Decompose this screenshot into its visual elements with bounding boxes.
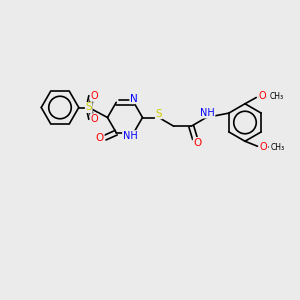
Text: NH: NH (123, 131, 137, 141)
Text: S: S (155, 109, 162, 119)
Text: O: O (96, 133, 104, 143)
Text: CH₃: CH₃ (269, 92, 284, 101)
Text: O: O (90, 114, 98, 124)
Text: O: O (259, 91, 266, 101)
Text: CH₃: CH₃ (271, 143, 285, 152)
Text: O: O (194, 137, 202, 148)
Text: O: O (260, 142, 268, 152)
Text: N: N (130, 94, 138, 103)
Text: O: O (90, 91, 98, 101)
Text: NH: NH (200, 108, 215, 118)
Text: S: S (85, 103, 92, 112)
